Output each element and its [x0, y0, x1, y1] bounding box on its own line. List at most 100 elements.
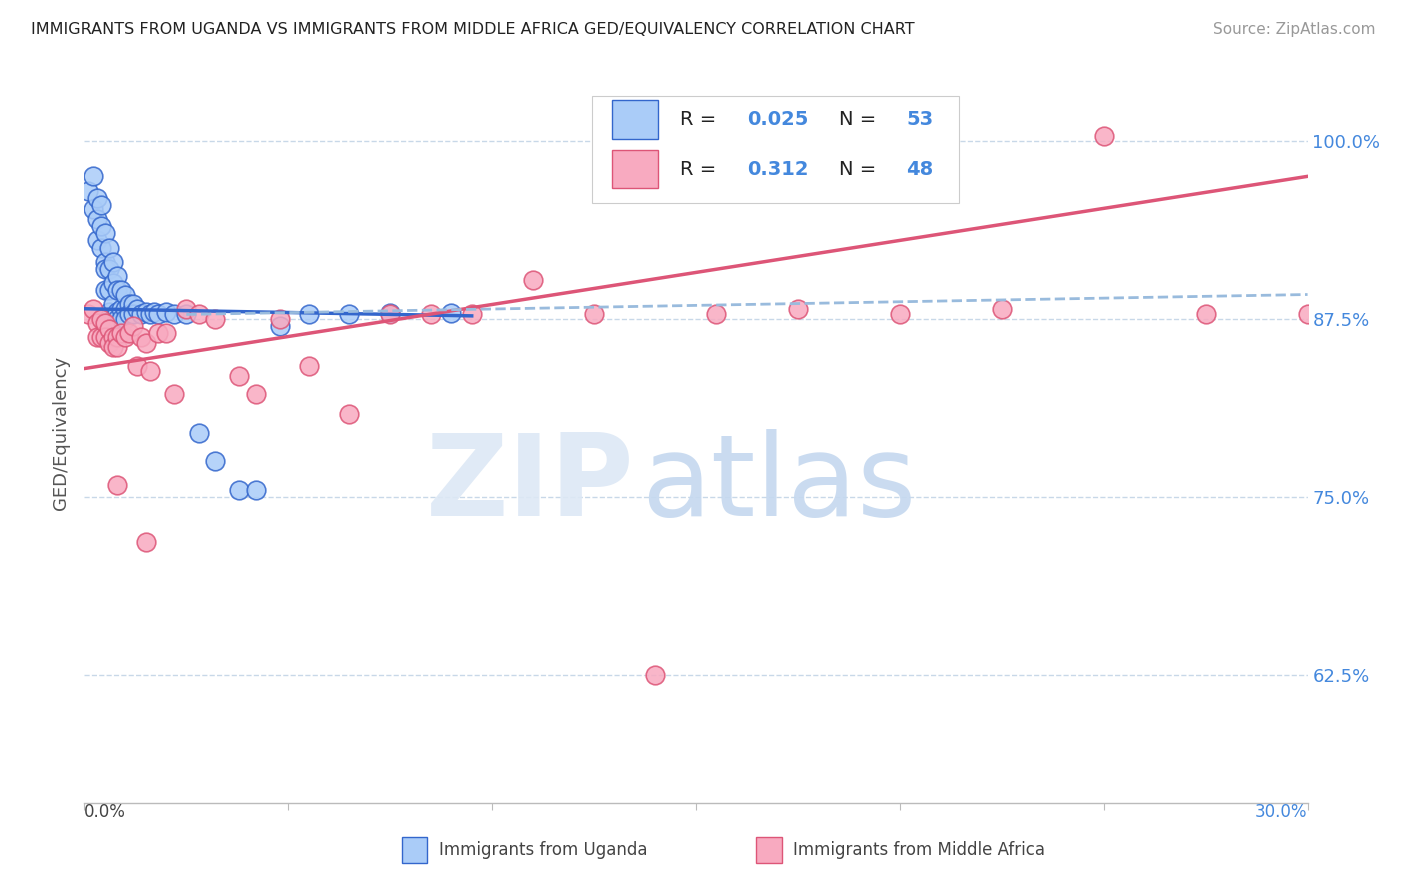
Point: [706, 308, 728, 322]
Point: [93, 227, 115, 241]
Bar: [612, 150, 658, 188]
Point: [110, 301, 132, 316]
Point: [174, 301, 197, 316]
Text: ZIP: ZIP: [426, 429, 636, 540]
Point: [245, 387, 267, 401]
Point: [269, 318, 291, 333]
Point: [787, 301, 810, 316]
Point: [86, 330, 108, 344]
Point: [269, 311, 291, 326]
Text: 53: 53: [907, 110, 934, 129]
Point: [93, 316, 115, 330]
Point: [90, 240, 112, 254]
Point: [1092, 129, 1115, 144]
Point: [583, 308, 606, 322]
Point: [146, 326, 169, 340]
Point: [90, 219, 112, 234]
Point: [138, 308, 160, 322]
Point: [339, 308, 361, 322]
Bar: [756, 838, 782, 863]
Point: [245, 483, 267, 497]
Point: [86, 212, 108, 227]
Point: [101, 297, 124, 311]
Text: 30.0%: 30.0%: [1256, 803, 1308, 821]
Point: [155, 304, 177, 318]
Point: [110, 311, 132, 326]
Point: [90, 330, 112, 344]
Point: [228, 483, 250, 497]
Point: [174, 308, 197, 322]
Text: 0.0%: 0.0%: [84, 803, 127, 821]
Text: Immigrants from Middle Africa: Immigrants from Middle Africa: [793, 841, 1045, 859]
Point: [105, 304, 128, 318]
Point: [77, 184, 100, 198]
Text: IMMIGRANTS FROM UGANDA VS IMMIGRANTS FROM MIDDLE AFRICA GED/EQUIVALENCY CORRELAT: IMMIGRANTS FROM UGANDA VS IMMIGRANTS FRO…: [31, 22, 914, 37]
Point: [97, 321, 120, 335]
Point: [380, 306, 402, 320]
Text: R =: R =: [681, 110, 723, 129]
Point: [77, 308, 100, 322]
Bar: [402, 838, 427, 863]
Point: [101, 254, 124, 268]
Point: [127, 301, 149, 316]
Point: [644, 667, 666, 681]
FancyBboxPatch shape: [592, 95, 959, 203]
Point: [90, 311, 112, 326]
Point: [114, 330, 136, 344]
Text: 0.312: 0.312: [748, 161, 808, 179]
Point: [122, 308, 145, 322]
Point: [101, 330, 124, 344]
Point: [889, 308, 911, 322]
Point: [298, 359, 321, 373]
Point: [420, 308, 443, 322]
Point: [204, 454, 226, 468]
Point: [163, 308, 186, 322]
Point: [298, 308, 321, 322]
Text: 0.025: 0.025: [748, 110, 808, 129]
Point: [93, 261, 115, 276]
Text: N =: N =: [839, 110, 883, 129]
Point: [86, 191, 108, 205]
Point: [138, 364, 160, 378]
Text: Immigrants from Uganda: Immigrants from Uganda: [439, 841, 647, 859]
Point: [339, 407, 361, 421]
Point: [105, 478, 128, 492]
Point: [135, 535, 157, 549]
Point: [118, 297, 141, 311]
Point: [127, 359, 149, 373]
Point: [155, 326, 177, 340]
Point: [122, 318, 145, 333]
Text: atlas: atlas: [641, 429, 917, 540]
Point: [1296, 308, 1319, 322]
Point: [97, 240, 120, 254]
Text: R =: R =: [681, 161, 723, 179]
Point: [135, 335, 157, 350]
Point: [228, 368, 250, 383]
Point: [114, 311, 136, 326]
Point: [97, 261, 120, 276]
Point: [82, 301, 104, 316]
Point: [135, 304, 157, 318]
Point: [522, 273, 544, 287]
Y-axis label: GED/Equivalency: GED/Equivalency: [52, 356, 70, 509]
Point: [97, 283, 120, 297]
Point: [97, 335, 120, 350]
Point: [110, 326, 132, 340]
Point: [93, 330, 115, 344]
Point: [105, 330, 128, 344]
Point: [440, 306, 463, 320]
Point: [1195, 308, 1218, 322]
Point: [187, 308, 209, 322]
Point: [105, 340, 128, 354]
Bar: [612, 100, 658, 138]
Point: [86, 316, 108, 330]
Point: [461, 308, 484, 322]
Point: [131, 308, 153, 322]
Point: [82, 202, 104, 216]
Point: [86, 234, 108, 248]
Point: [105, 268, 128, 283]
Point: [146, 308, 169, 322]
Point: [93, 254, 115, 268]
Point: [187, 425, 209, 440]
Point: [97, 304, 120, 318]
